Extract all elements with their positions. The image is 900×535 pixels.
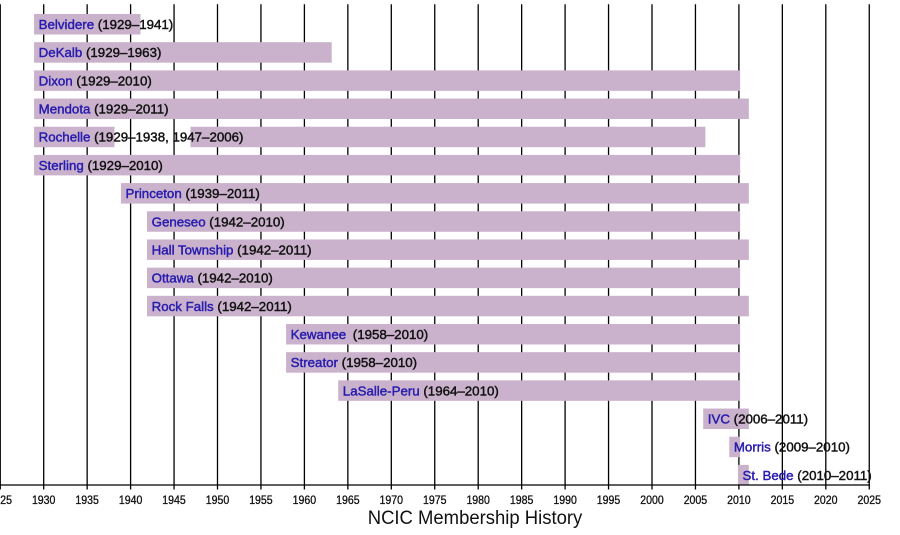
svg-text:Belvidere (1929–1941): Belvidere (1929–1941) xyxy=(39,17,174,32)
svg-text:St. Bede (2010–2011): St. Bede (2010–2011) xyxy=(743,468,872,483)
svg-text:1945: 1945 xyxy=(162,495,186,507)
svg-text:Rochelle (1929–1938, 1947–2006: Rochelle (1929–1938, 1947–2006) xyxy=(39,130,244,145)
svg-text:1955: 1955 xyxy=(249,495,273,507)
svg-text:1965: 1965 xyxy=(336,495,360,507)
svg-text:Geneseo (1942–2010): Geneseo (1942–2010) xyxy=(152,214,285,229)
svg-text:1995: 1995 xyxy=(597,495,621,507)
svg-text:1970: 1970 xyxy=(380,495,404,507)
svg-text:2000: 2000 xyxy=(640,495,664,507)
svg-text:NCIC Membership History: NCIC Membership History xyxy=(368,507,583,529)
svg-text:Kewanee (1958–2010): Kewanee (1958–2010) xyxy=(291,327,429,342)
svg-text:1980: 1980 xyxy=(466,495,490,507)
svg-text:DeKalb (1929–1963): DeKalb (1929–1963) xyxy=(39,45,162,60)
svg-text:1950: 1950 xyxy=(206,495,230,507)
svg-text:1975: 1975 xyxy=(423,495,447,507)
svg-text:1940: 1940 xyxy=(119,495,143,507)
svg-text:Princeton (1939–2011): Princeton (1939–2011) xyxy=(126,186,260,201)
svg-text:1990: 1990 xyxy=(553,495,577,507)
svg-text:Ottawa (1942–2010): Ottawa (1942–2010) xyxy=(152,271,273,286)
svg-text:2015: 2015 xyxy=(771,495,795,507)
svg-text:Mendota (1929–2011): Mendota (1929–2011) xyxy=(39,102,169,117)
svg-text:LaSalle-Peru (1964–2010): LaSalle-Peru (1964–2010) xyxy=(343,383,499,398)
svg-text:2010: 2010 xyxy=(727,495,751,507)
svg-text:IVC (2006–2011): IVC (2006–2011) xyxy=(708,412,808,427)
svg-text:Rock Falls (1942–2011): Rock Falls (1942–2011) xyxy=(152,299,292,314)
svg-text:Streator (1958–2010): Streator (1958–2010) xyxy=(291,355,417,370)
svg-text:2025: 2025 xyxy=(858,495,882,507)
svg-text:Hall Township (1942–2011): Hall Township (1942–2011) xyxy=(152,242,312,257)
svg-text:1960: 1960 xyxy=(293,495,317,507)
svg-text:Morris (2009–2010): Morris (2009–2010) xyxy=(734,440,850,455)
svg-text:2020: 2020 xyxy=(814,495,838,507)
svg-text:1930: 1930 xyxy=(32,495,56,507)
svg-text:2005: 2005 xyxy=(684,495,708,507)
svg-text:1985: 1985 xyxy=(510,495,534,507)
svg-text:1935: 1935 xyxy=(75,495,99,507)
svg-text:1925: 1925 xyxy=(0,495,12,507)
svg-text:Dixon (1929–2010): Dixon (1929–2010) xyxy=(39,73,152,88)
svg-text:Sterling (1929–2010): Sterling (1929–2010) xyxy=(39,158,163,173)
